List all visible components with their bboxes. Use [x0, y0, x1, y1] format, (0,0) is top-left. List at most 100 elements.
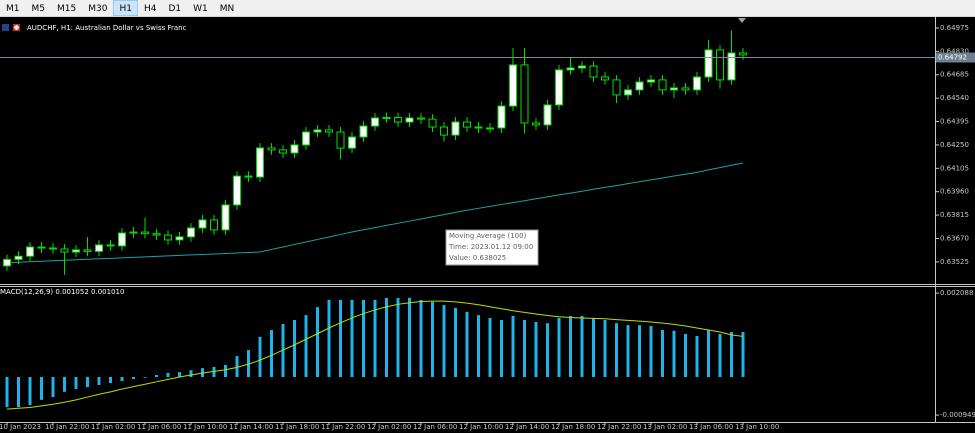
macd-bar — [603, 319, 607, 377]
candle-body — [95, 244, 103, 252]
macd-bar — [500, 319, 503, 377]
macd-bar — [28, 376, 32, 406]
candle-body — [336, 131, 345, 149]
macd-bar — [373, 299, 377, 377]
macd-bar — [534, 321, 538, 377]
candle-body — [152, 233, 161, 236]
candle-body — [313, 129, 322, 133]
x-tick-label: 13 Jan 02:00 — [643, 423, 687, 431]
y-tick-label: 0.64395 — [940, 118, 969, 126]
candle-body — [187, 227, 195, 238]
candle-body — [658, 79, 667, 91]
symbol-flags — [2, 24, 20, 31]
macd-bar — [569, 315, 572, 377]
timeframe-button[interactable]: H4 — [143, 4, 157, 14]
candle-body — [463, 121, 471, 128]
timeframe-button[interactable]: M5 — [31, 4, 46, 14]
macd-bar — [511, 315, 515, 377]
tooltip-time: Time: 2023.01.12 09:00 — [448, 243, 533, 251]
x-tick-label: 11 Jan 10:00 — [183, 423, 227, 431]
tooltip: Moving Average (100) Time: 2023.01.12 09:… — [445, 229, 539, 266]
y-tick-label: 0.63815 — [940, 211, 969, 219]
y-tick-label: 0.64830 — [940, 47, 969, 55]
candle-body — [371, 117, 379, 127]
y-tick-label: 0.002088 — [940, 289, 973, 297]
macd-bar — [143, 376, 147, 378]
macd-bar — [465, 311, 469, 377]
macd-bar — [247, 350, 250, 377]
macd-bar — [523, 319, 526, 377]
tooltip-title: Moving Average (100) — [449, 232, 527, 240]
y-tick-label: 0.63525 — [940, 258, 969, 266]
y-tick-label: 0.64105 — [940, 164, 969, 172]
timeframe-button[interactable]: D1 — [168, 4, 182, 14]
macd-bar — [730, 332, 733, 377]
macd-bar — [626, 325, 630, 377]
candle-body — [428, 118, 437, 128]
candle-body — [417, 117, 425, 120]
candle-body — [267, 147, 276, 151]
macd-bar — [580, 315, 584, 377]
x-tick-label: 13 Jan 06:00 — [689, 423, 733, 431]
macd-bar — [672, 330, 676, 377]
candle-body — [612, 79, 621, 96]
macd-bar — [649, 325, 653, 377]
macd-bar — [258, 336, 262, 377]
x-tick-label: 11 Jan 18:00 — [275, 423, 319, 431]
candle-body — [14, 255, 23, 260]
candle-body — [164, 234, 172, 241]
candle-body — [520, 64, 529, 124]
macd-bar — [557, 317, 561, 377]
bid-label: 0.64792 — [938, 53, 967, 61]
candle-body — [290, 144, 299, 154]
candle-body — [279, 149, 287, 154]
macd-bar — [178, 372, 181, 377]
macd-bar — [546, 323, 549, 377]
candle-body — [601, 76, 609, 81]
macd-bar — [120, 376, 124, 382]
macd-bar — [396, 297, 400, 377]
macd-bar — [155, 374, 158, 377]
macd-bar — [40, 376, 43, 400]
x-tick-label: 12 Jan 10:00 — [459, 423, 503, 431]
timeframe-button[interactable]: H1 — [113, 0, 138, 16]
x-tick-label: 12 Jan 02:00 — [367, 423, 411, 431]
macd-bar — [327, 299, 331, 377]
timeframe-button[interactable]: MN — [219, 4, 235, 14]
candle-body — [49, 247, 57, 250]
timeframe-button[interactable]: M30 — [88, 4, 108, 14]
tooltip-box — [445, 229, 539, 266]
candle-body — [555, 69, 563, 106]
candle-body — [532, 122, 540, 126]
timeframe-button[interactable]: M1 — [6, 4, 20, 14]
x-tick-label: 11 Jan 06:00 — [137, 423, 181, 431]
timeframe-button[interactable]: M15 — [57, 4, 77, 14]
tooltip-value: Value: 0.638025 — [449, 254, 506, 262]
macd-bar — [86, 376, 89, 388]
timeframe-button[interactable]: W1 — [193, 4, 208, 14]
y-tick-label: 0.64540 — [940, 94, 969, 102]
macd-bar — [707, 330, 710, 377]
macd-bar — [615, 323, 618, 377]
candle-body — [221, 204, 230, 231]
macd-bar — [235, 356, 239, 377]
candle-body — [210, 219, 218, 231]
macd-bar — [339, 299, 342, 377]
candle-body — [302, 131, 310, 146]
candle-body — [474, 126, 483, 129]
y-tick-label: 0.64975 — [940, 24, 969, 32]
macd-bar — [109, 376, 112, 384]
macd-bar — [270, 330, 273, 377]
candle-body — [543, 104, 552, 126]
macd-bar — [454, 307, 457, 377]
candle-body — [578, 65, 586, 69]
macd-bar — [638, 325, 641, 377]
candle-body — [118, 232, 126, 247]
candle-body — [497, 105, 506, 129]
macd-bar — [362, 299, 365, 377]
macd-bar — [63, 376, 66, 392]
y-tick-label: -0.000949 — [940, 411, 975, 419]
candle-body — [83, 249, 92, 252]
candle-body — [589, 65, 598, 78]
macd-bar — [741, 332, 745, 377]
